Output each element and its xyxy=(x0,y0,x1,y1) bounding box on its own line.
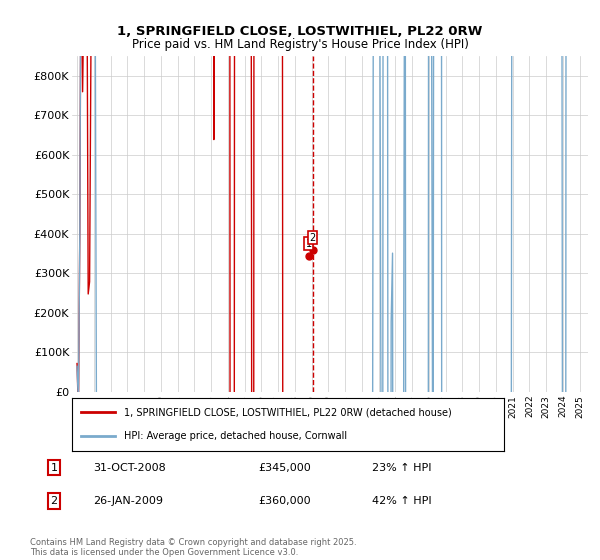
Text: HPI: Average price, detached house, Cornwall: HPI: Average price, detached house, Corn… xyxy=(124,431,347,441)
Text: 2: 2 xyxy=(50,496,58,506)
Text: 1, SPRINGFIELD CLOSE, LOSTWITHIEL, PL22 0RW (detached house): 1, SPRINGFIELD CLOSE, LOSTWITHIEL, PL22 … xyxy=(124,408,452,418)
Text: Contains HM Land Registry data © Crown copyright and database right 2025.
This d: Contains HM Land Registry data © Crown c… xyxy=(30,538,356,557)
Text: £360,000: £360,000 xyxy=(258,496,311,506)
Text: 26-JAN-2009: 26-JAN-2009 xyxy=(93,496,163,506)
Text: 1: 1 xyxy=(305,239,312,249)
Text: Price paid vs. HM Land Registry's House Price Index (HPI): Price paid vs. HM Land Registry's House … xyxy=(131,38,469,50)
Text: 42% ↑ HPI: 42% ↑ HPI xyxy=(372,496,431,506)
Text: 1: 1 xyxy=(50,463,58,473)
Text: 1, SPRINGFIELD CLOSE, LOSTWITHIEL, PL22 0RW: 1, SPRINGFIELD CLOSE, LOSTWITHIEL, PL22 … xyxy=(118,25,482,38)
Text: 31-OCT-2008: 31-OCT-2008 xyxy=(93,463,166,473)
Text: 23% ↑ HPI: 23% ↑ HPI xyxy=(372,463,431,473)
Text: 2: 2 xyxy=(310,232,316,242)
Text: £345,000: £345,000 xyxy=(258,463,311,473)
